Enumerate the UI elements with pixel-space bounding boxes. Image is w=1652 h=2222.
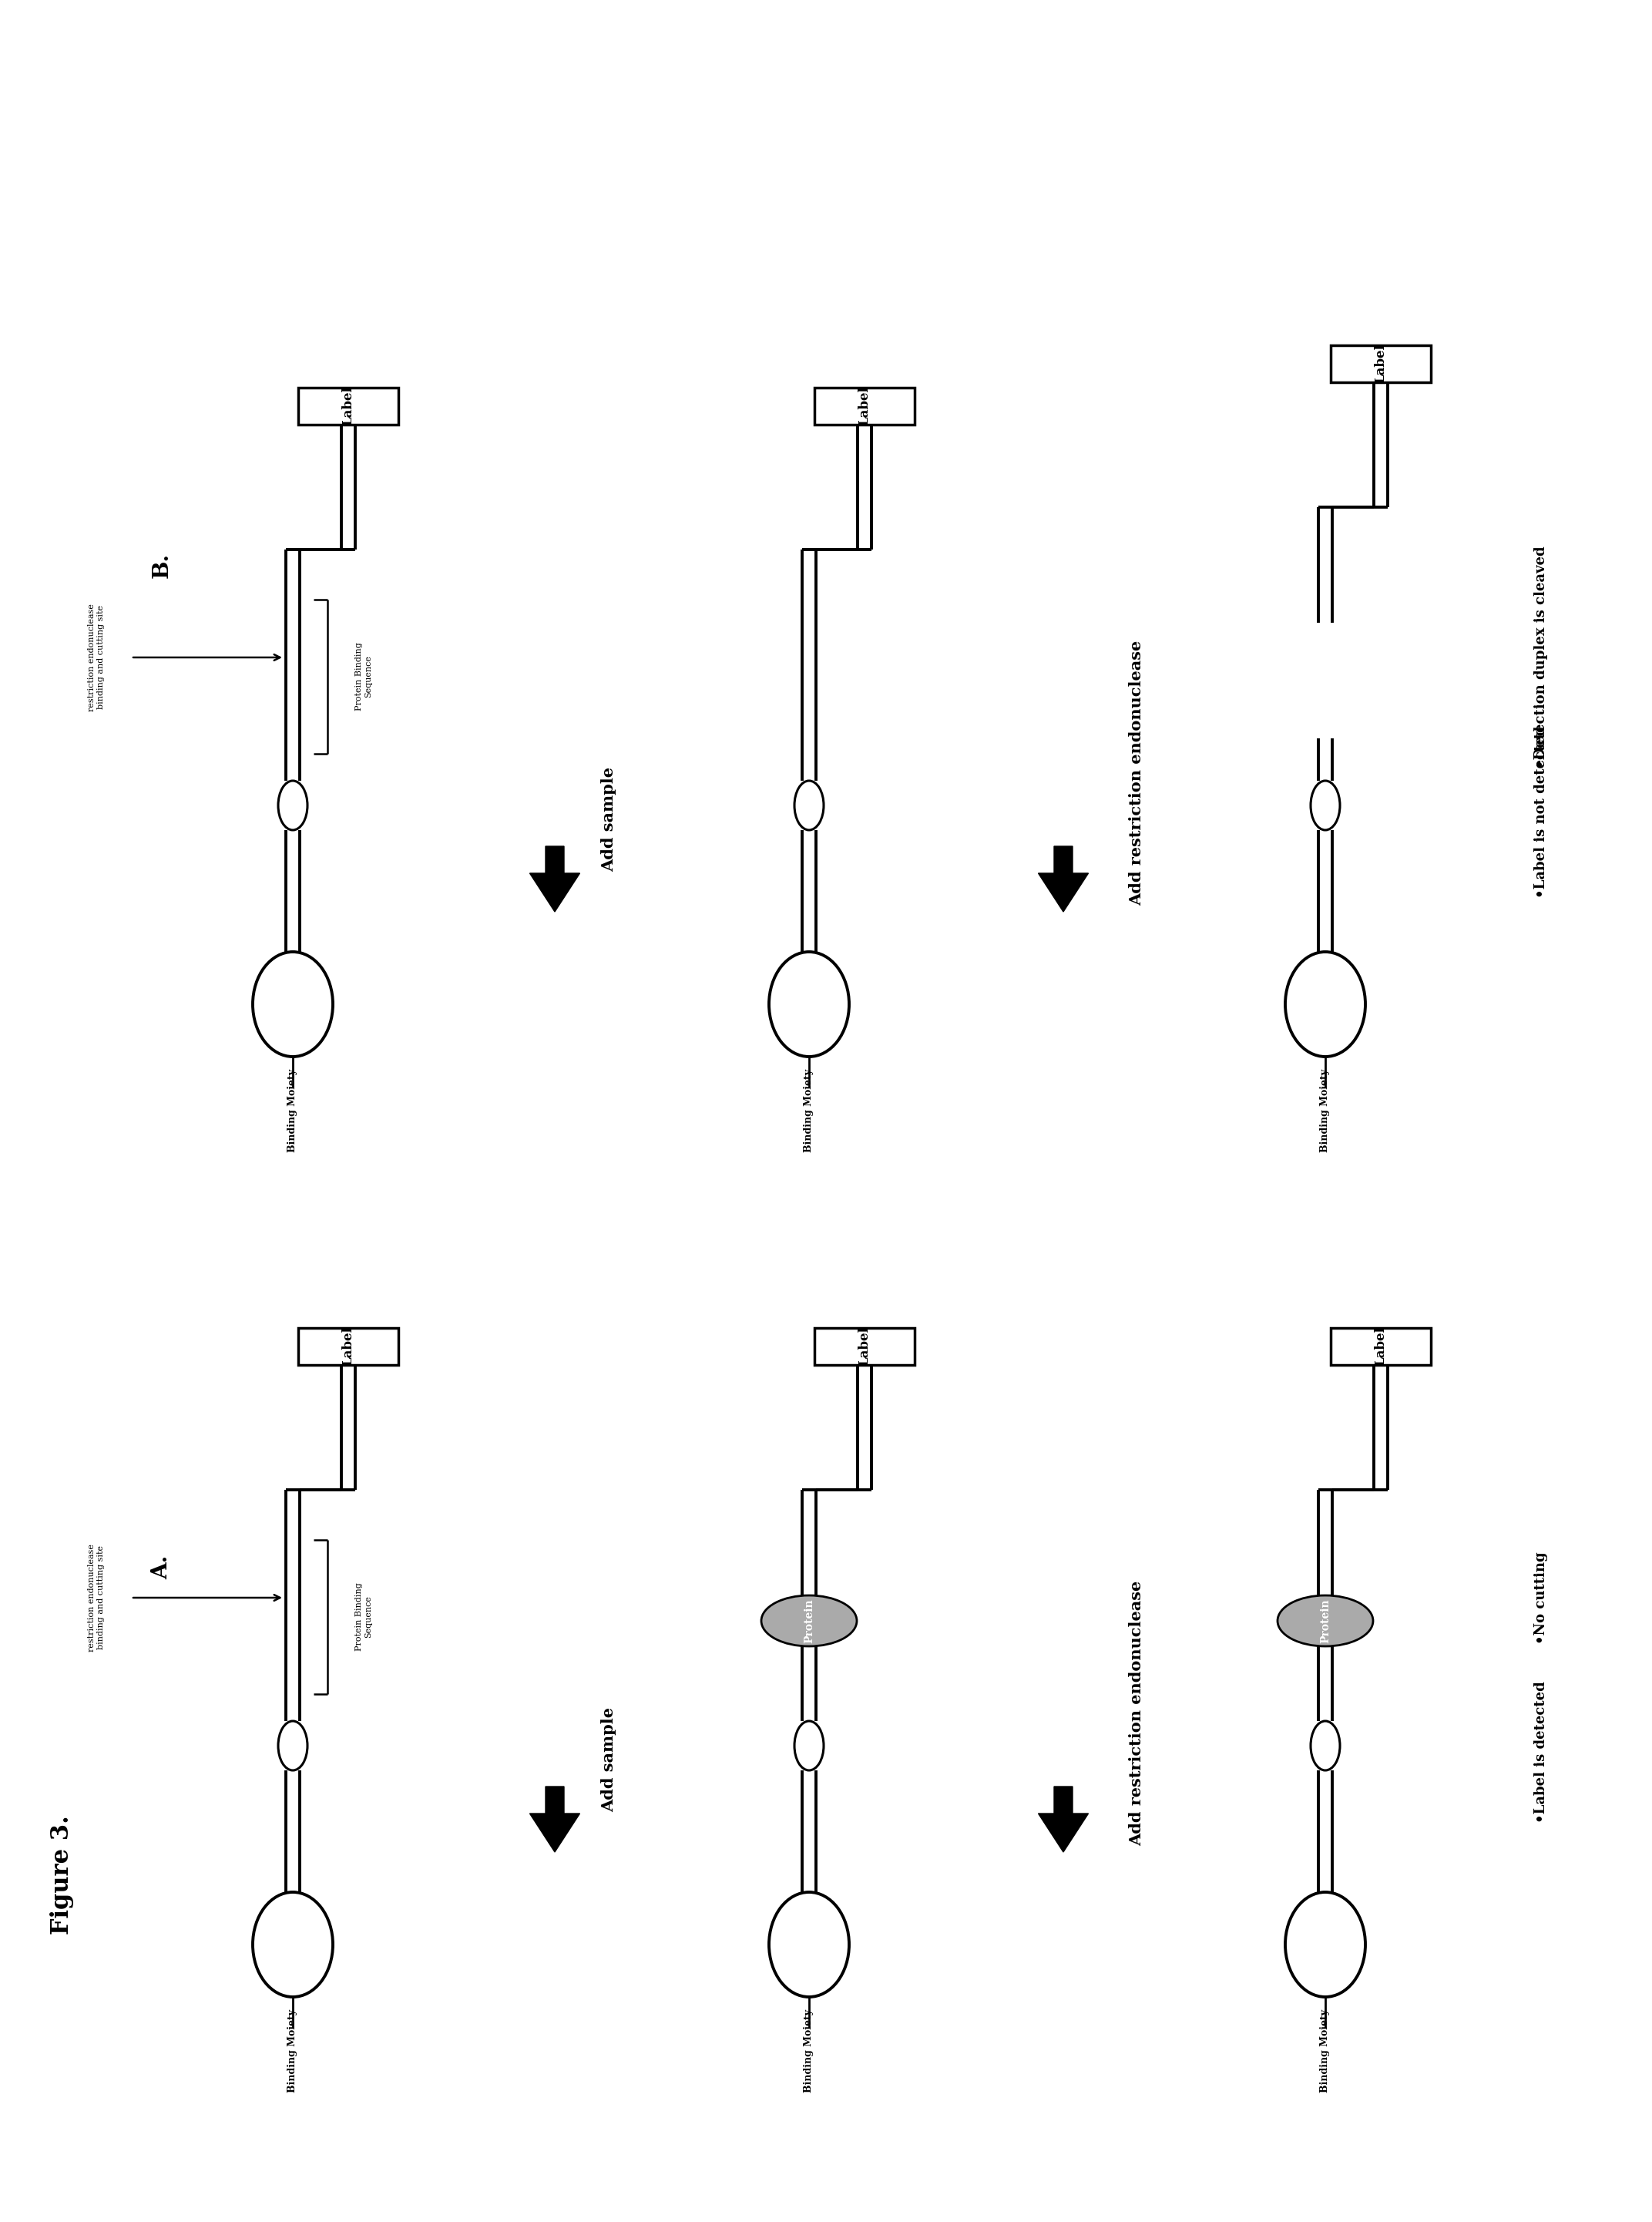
Ellipse shape bbox=[1285, 951, 1365, 1058]
Text: restriction endonuclease
binding and cutting site: restriction endonuclease binding and cut… bbox=[88, 1544, 104, 1651]
Text: •No cutting: •No cutting bbox=[1535, 1551, 1548, 1644]
Text: Figure 3.: Figure 3. bbox=[50, 1815, 74, 1935]
Text: Add restriction endonuclease: Add restriction endonuclease bbox=[1128, 1580, 1145, 1846]
Text: •Label is detected: •Label is detected bbox=[1535, 1682, 1548, 1822]
Text: Label: Label bbox=[342, 1327, 355, 1367]
Text: Label: Label bbox=[1374, 344, 1388, 384]
Text: Binding Moiety: Binding Moiety bbox=[805, 1069, 814, 1153]
Text: Protein Binding
Sequence: Protein Binding Sequence bbox=[355, 1582, 372, 1651]
Bar bbox=[299, 387, 398, 424]
Bar bbox=[814, 387, 915, 424]
Text: Add restriction endonuclease: Add restriction endonuclease bbox=[1128, 640, 1145, 907]
Polygon shape bbox=[1037, 847, 1089, 911]
Text: Binding Moiety: Binding Moiety bbox=[287, 2009, 297, 2093]
Text: Label: Label bbox=[857, 1327, 871, 1367]
Ellipse shape bbox=[1310, 1722, 1340, 1771]
Text: Protein Binding
Sequence: Protein Binding Sequence bbox=[355, 642, 372, 711]
Bar bbox=[1332, 344, 1431, 382]
Text: restriction endonuclease
binding and cutting site: restriction endonuclease binding and cut… bbox=[88, 604, 104, 711]
Polygon shape bbox=[530, 1786, 580, 1853]
Ellipse shape bbox=[768, 1893, 849, 1998]
Ellipse shape bbox=[1285, 1893, 1365, 1998]
Text: •Label is not detected: •Label is not detected bbox=[1535, 727, 1548, 898]
Bar bbox=[299, 1329, 398, 1364]
Ellipse shape bbox=[768, 951, 849, 1058]
Text: Protein: Protein bbox=[803, 1598, 814, 1642]
Text: Protein: Protein bbox=[1320, 1598, 1332, 1642]
Ellipse shape bbox=[253, 1893, 332, 1998]
Text: Label: Label bbox=[1374, 1327, 1388, 1367]
Text: Binding Moiety: Binding Moiety bbox=[1320, 1069, 1330, 1153]
Text: Binding Moiety: Binding Moiety bbox=[1320, 2009, 1330, 2093]
Text: Label: Label bbox=[857, 387, 871, 427]
Text: Add sample: Add sample bbox=[601, 767, 616, 871]
Text: A.: A. bbox=[152, 1555, 172, 1580]
Ellipse shape bbox=[795, 780, 824, 831]
Ellipse shape bbox=[795, 1722, 824, 1771]
Ellipse shape bbox=[253, 951, 332, 1058]
Ellipse shape bbox=[1310, 780, 1340, 831]
Text: Binding Moiety: Binding Moiety bbox=[805, 2009, 814, 2093]
Text: Binding Moiety: Binding Moiety bbox=[287, 1069, 297, 1153]
Ellipse shape bbox=[762, 1595, 857, 1647]
Bar bbox=[1332, 1329, 1431, 1364]
Text: •Detection duplex is cleaved: •Detection duplex is cleaved bbox=[1535, 547, 1548, 769]
Polygon shape bbox=[1037, 1786, 1089, 1853]
Ellipse shape bbox=[1277, 1595, 1373, 1647]
Bar bbox=[814, 1329, 915, 1364]
Text: Add sample: Add sample bbox=[601, 1706, 616, 1811]
Ellipse shape bbox=[278, 780, 307, 831]
Text: B.: B. bbox=[152, 553, 172, 578]
Text: Label: Label bbox=[342, 387, 355, 427]
Polygon shape bbox=[530, 847, 580, 911]
Ellipse shape bbox=[278, 1722, 307, 1771]
